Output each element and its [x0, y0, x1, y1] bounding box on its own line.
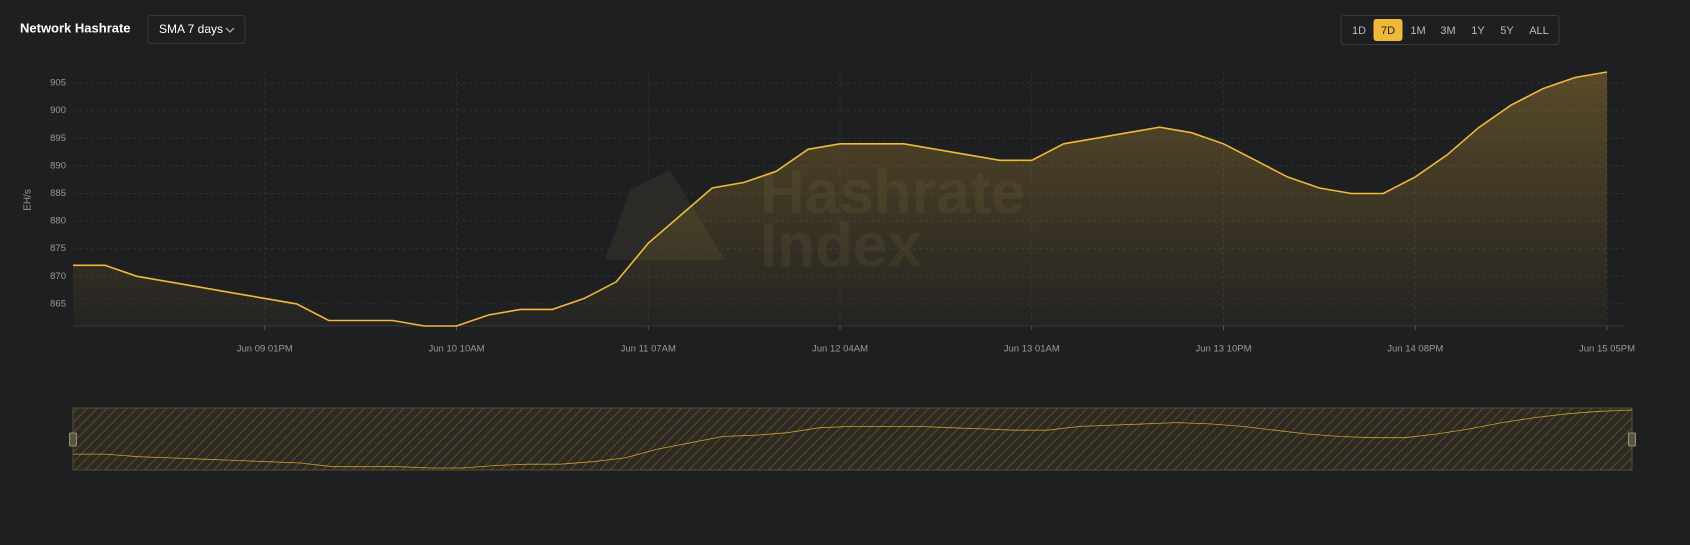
sma-dropdown[interactable]	[147, 15, 246, 44]
range-button[interactable]: 3M	[1440, 25, 1455, 37]
y-tick-label: 905	[50, 78, 66, 89]
navigator[interactable]	[72, 407, 1633, 471]
x-tick-label: Jun 11 07AM	[621, 344, 676, 355]
range-button[interactable]: ALL	[1529, 25, 1549, 37]
x-tick-label: Jun 14 08PM	[1387, 344, 1443, 355]
page-title: Network Hashrate	[20, 20, 131, 35]
y-tick-label: 890	[50, 160, 66, 171]
x-tick-label: Jun 13 01AM	[1004, 344, 1060, 355]
dropdown-label: SMA 7 days	[159, 22, 223, 36]
range-button[interactable]: 5Y	[1500, 25, 1514, 37]
y-tick-label: 870	[50, 271, 66, 282]
y-tick-label: 895	[50, 133, 66, 144]
navigator-handle[interactable]	[69, 432, 77, 447]
dropdown-chevron	[225, 27, 235, 33]
x-tick-label: Jun 09 01PM	[237, 344, 293, 355]
range-button[interactable]: 1Y	[1471, 25, 1485, 37]
navigator-handle[interactable]	[1628, 432, 1636, 447]
y-tick-label: 900	[50, 105, 66, 116]
x-tick-label: Jun 12 04AM	[812, 344, 868, 355]
area-fill	[73, 72, 1607, 326]
navigator-line	[73, 409, 1633, 469]
y-tick-label: 885	[50, 188, 66, 199]
range-button-active[interactable]	[1373, 19, 1403, 41]
y-axis-label: EH/s	[23, 189, 34, 211]
line	[73, 71, 1608, 327]
x-tick-label: Jun 13 10PM	[1196, 344, 1252, 355]
range-button[interactable]: 7D	[1381, 25, 1395, 37]
y-tick-label: 865	[50, 298, 66, 309]
range-button[interactable]: 1M	[1410, 25, 1425, 37]
x-tick-label: Jun 10 10AM	[429, 344, 485, 355]
range-button[interactable]: 1D	[1352, 25, 1366, 37]
y-tick-label: 880	[50, 216, 66, 227]
y-tick-label: 875	[50, 243, 66, 254]
x-tick-label: Jun 15 05PM	[1579, 344, 1635, 355]
